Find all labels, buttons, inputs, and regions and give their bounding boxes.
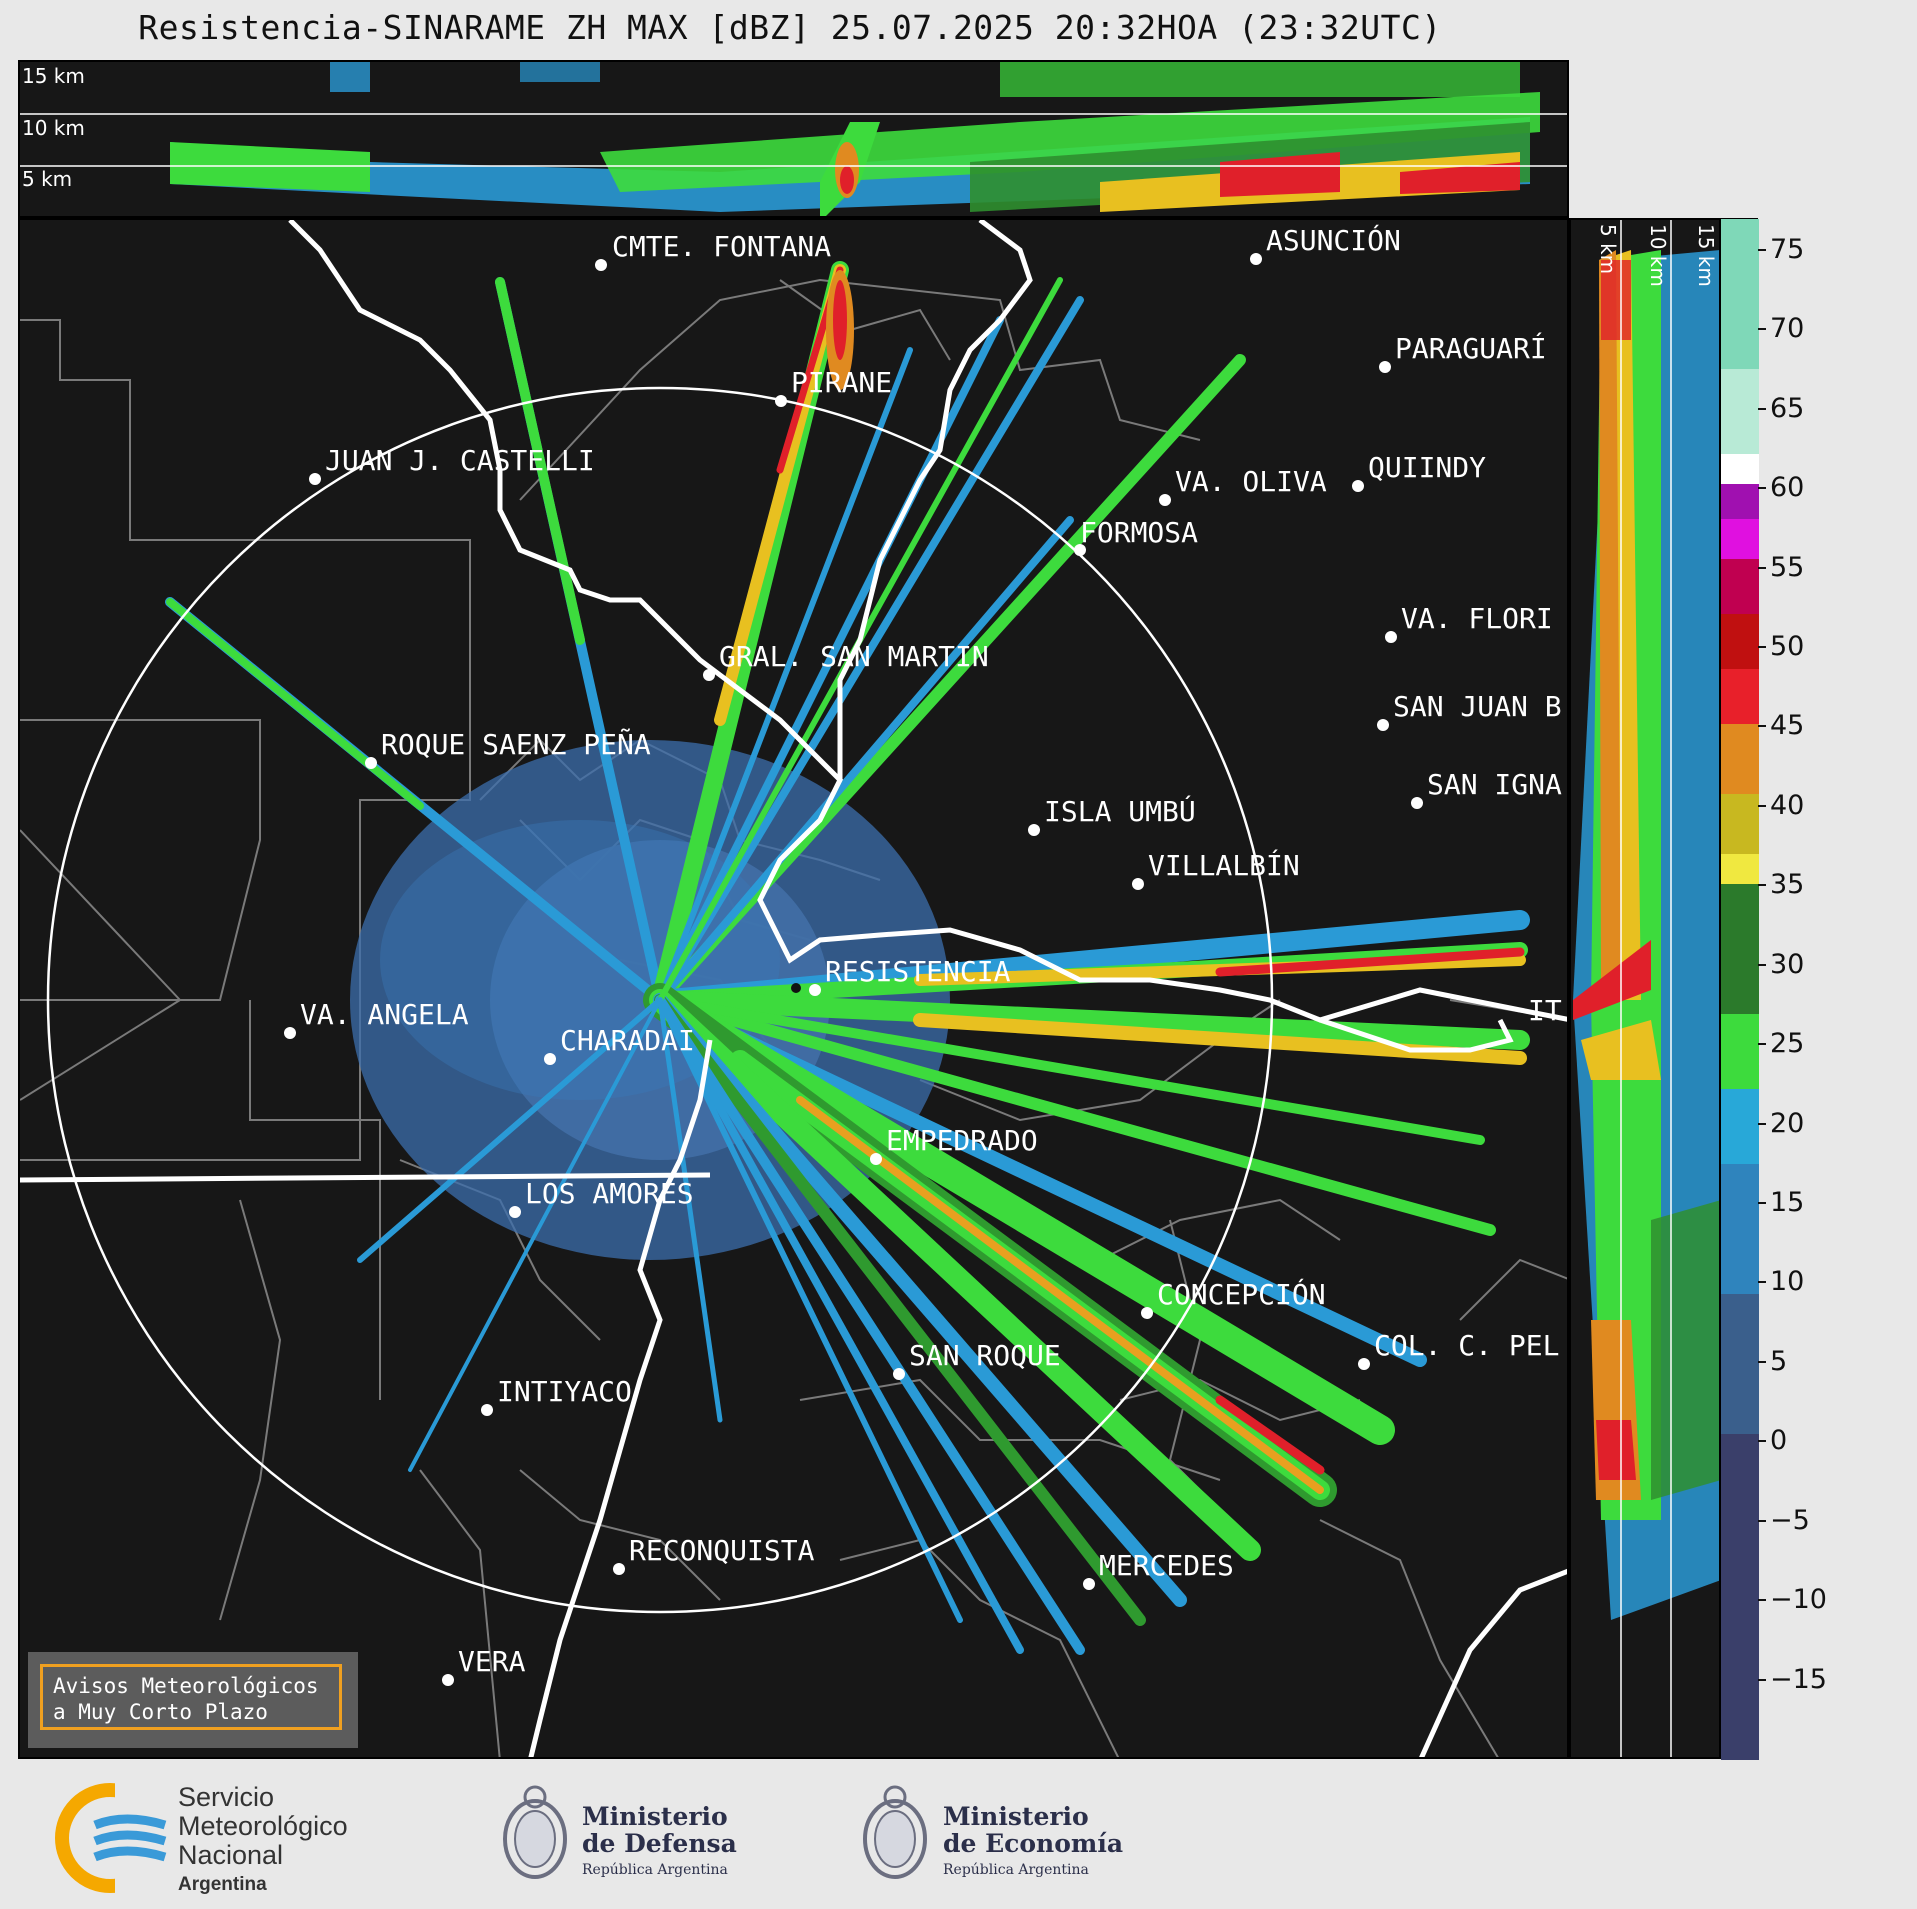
city-markers: CMTE. FONTANA ASUNCIÓN PARAGUARÍ PIRANE … <box>284 223 1562 1686</box>
city-label-empedrado: EMPEDRADO <box>886 1124 1038 1157</box>
city-label-charadai: CHARADAI <box>560 1024 695 1057</box>
warning-box: Avisos Meteorológicos a Muy Corto Plazo <box>28 1652 358 1748</box>
colorbar-tick-label: 65 <box>1770 392 1805 424</box>
side-height-label-15km: 15 km <box>1694 224 1718 287</box>
city-label-reconquista: RECONQUISTA <box>629 1534 815 1567</box>
side-height-label-10km: 10 km <box>1646 224 1670 287</box>
side-cross-section-svg: 5 km 10 km 15 km <box>1573 220 1719 1757</box>
colorbar-tick-mark <box>1758 328 1766 331</box>
city-label-vera: VERA <box>458 1645 526 1678</box>
colorbar-tick-label: 70 <box>1770 313 1805 345</box>
top-cross-section-panel: 15 km 10 km 5 km <box>18 60 1569 218</box>
colorbar-tick-label: 25 <box>1770 1028 1805 1060</box>
city-label-san-roque: SAN ROQUE <box>909 1339 1061 1372</box>
economia-coat-of-arms-icon <box>863 1785 927 1879</box>
city-label-gral-san-martin: GRAL. SAN MARTIN <box>719 640 989 673</box>
colorbar-tick-mark <box>1758 804 1766 807</box>
colorbar-tick-mark <box>1758 1678 1766 1681</box>
city-label-quiindy: QUIINDY <box>1368 451 1486 484</box>
colorbar-tick-mark <box>1758 1043 1766 1046</box>
colorbar-tick-mark <box>1758 725 1766 728</box>
colorbar-tick-mark <box>1758 1281 1766 1284</box>
colorbar-tick-label: 15 <box>1770 1186 1805 1218</box>
radar-map-panel: CMTE. FONTANA ASUNCIÓN PARAGUARÍ PIRANE … <box>18 218 1569 1759</box>
city-label-intiyaco: INTIYACO <box>497 1375 632 1408</box>
city-label-va-flori: VA. FLORI <box>1401 602 1553 635</box>
city-label-cmte-fontana: CMTE. FONTANA <box>612 230 831 263</box>
colorbar-tick-mark <box>1758 1599 1766 1602</box>
city-label-mercedes: MERCEDES <box>1099 1549 1234 1582</box>
colorbar-tick-mark <box>1758 407 1766 410</box>
city-label-asuncion: ASUNCIÓN <box>1266 223 1401 257</box>
colorbar-tick-label: 50 <box>1770 630 1805 662</box>
city-label-paraguari: PARAGUARÍ <box>1395 331 1547 365</box>
colorbar-tick-mark <box>1758 884 1766 887</box>
city-label-concepcion: CONCEPCIÓN <box>1157 1277 1326 1311</box>
warning-box-inner: Avisos Meteorológicos a Muy Corto Plazo <box>40 1664 342 1730</box>
colorbar-tick-label: −10 <box>1770 1584 1827 1616</box>
colorbar-tick-mark <box>1758 963 1766 966</box>
city-label-it: IT <box>1528 994 1562 1027</box>
colorbar-tick-label: 20 <box>1770 1107 1805 1139</box>
colorbar-tick-label: −15 <box>1770 1663 1827 1695</box>
height-label-5km: 5 km <box>22 167 72 191</box>
colorbar-tick-label: 75 <box>1770 233 1805 265</box>
country-boundaries <box>20 220 1567 1757</box>
colorbar-tick-label: 0 <box>1770 1425 1788 1457</box>
colorbar-tick-label: 5 <box>1770 1345 1788 1377</box>
city-label-villalbin: VILLALBÍN <box>1148 848 1300 882</box>
colorbar-tick-mark <box>1758 487 1766 490</box>
colorbar-tick-label: −5 <box>1770 1504 1810 1536</box>
colorbar-tick-mark <box>1758 645 1766 648</box>
economia-logo-text: Ministerio de Economía República Argenti… <box>943 1802 1124 1878</box>
city-label-va-angela: VA. ANGELA <box>300 998 469 1031</box>
colorbar-tick-mark <box>1758 566 1766 569</box>
city-label-col-c-pel: COL. C. PEL <box>1374 1329 1559 1362</box>
radar-range-ring <box>46 386 1274 1614</box>
warning-line-1: Avisos Meteorológicos <box>53 1674 319 1698</box>
warning-line-2: a Muy Corto Plazo <box>53 1700 268 1724</box>
colorbar-tick-label: 60 <box>1770 472 1805 504</box>
height-label-15km: 15 km <box>22 64 85 88</box>
colorbar-tick-label: 55 <box>1770 551 1805 583</box>
colorbar-tick-label: 10 <box>1770 1266 1805 1298</box>
footer-logos: Servicio Meteorológico Nacional Argentin… <box>0 1765 1917 1909</box>
height-label-10km: 10 km <box>22 116 85 140</box>
city-label-san-igna: SAN IGNA <box>1427 768 1562 801</box>
colorbar-tick-mark <box>1758 1440 1766 1443</box>
city-label-formosa: FORMOSA <box>1080 516 1198 549</box>
city-label-resistencia: RESISTENCIA <box>825 955 1011 988</box>
dbz-colorbar <box>1720 218 1759 1760</box>
colorbar-tick-mark <box>1758 1360 1766 1363</box>
smn-logo-icon <box>55 1783 175 1893</box>
city-label-va-oliva: VA. OLIVA <box>1175 465 1327 498</box>
colorbar-tick-mark <box>1758 1201 1766 1204</box>
defensa-coat-of-arms-icon <box>503 1785 567 1879</box>
page-title: Resistencia-SINARAME ZH MAX [dBZ] 25.07.… <box>138 8 1442 47</box>
colorbar-tick-mark <box>1758 248 1766 251</box>
city-label-roque-saenz-pena: ROQUE SAENZ PEÑA <box>381 727 651 761</box>
top-cross-section-svg: 15 km 10 km 5 km <box>20 62 1567 216</box>
colorbar-tick-label: 45 <box>1770 710 1805 742</box>
colorbar-tick-mark <box>1758 1122 1766 1125</box>
side-height-label-5km: 5 km <box>1596 224 1620 274</box>
smn-logo-text: Servicio Meteorológico Nacional Argentin… <box>178 1782 348 1896</box>
colorbar-tick-label: 30 <box>1770 948 1805 980</box>
city-label-isla-umbu: ISLA UMBÚ <box>1044 794 1196 828</box>
radar-map-svg: CMTE. FONTANA ASUNCIÓN PARAGUARÍ PIRANE … <box>20 220 1567 1757</box>
city-label-pirane: PIRANE <box>791 366 892 399</box>
colorbar-tick-mark <box>1758 1519 1766 1522</box>
defensa-logo-text: Ministerio de Defensa República Argentin… <box>582 1802 737 1878</box>
side-cross-section-panel: 5 km 10 km 15 km <box>1569 218 1721 1759</box>
colorbar-svg <box>1721 219 1759 1760</box>
city-label-san-juan-b: SAN JUAN B <box>1393 690 1562 723</box>
city-label-juan-j-castelli: JUAN J. CASTELLI <box>325 444 595 477</box>
colorbar-tick-label: 35 <box>1770 869 1805 901</box>
colorbar-tick-label: 40 <box>1770 789 1805 821</box>
city-label-los-amores: LOS AMORES <box>525 1177 694 1210</box>
